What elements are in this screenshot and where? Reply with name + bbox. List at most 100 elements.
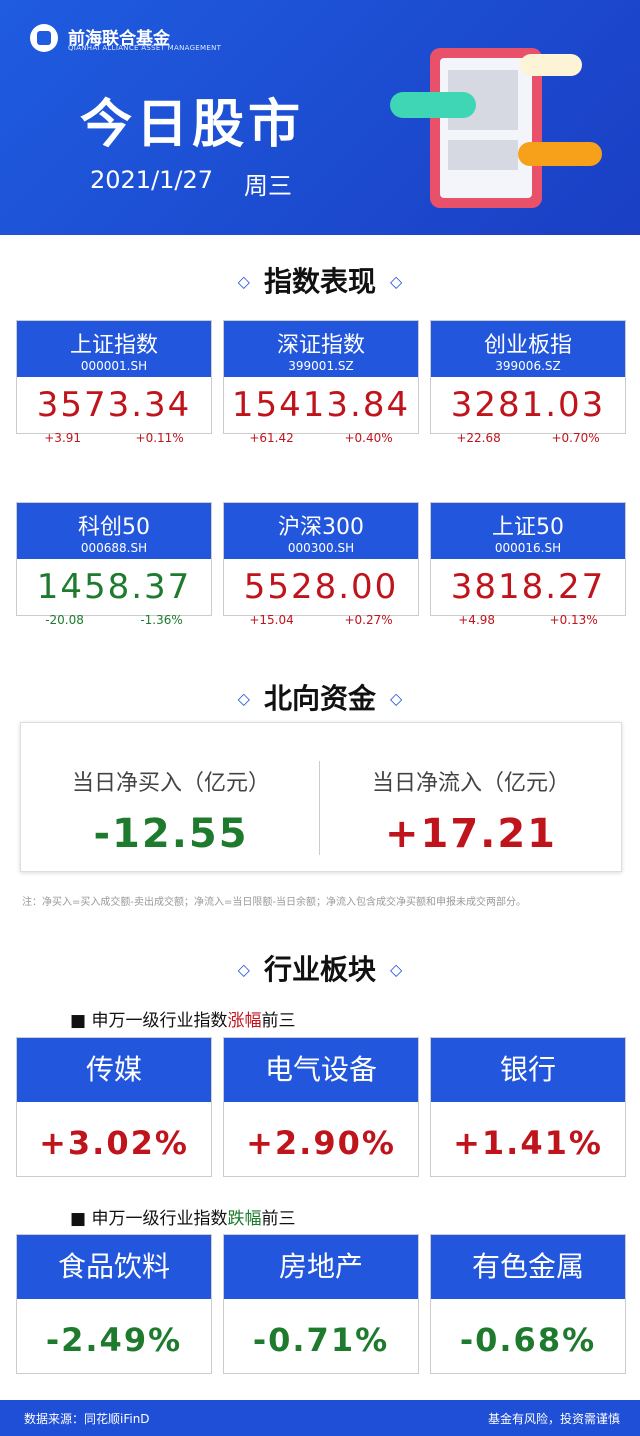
index-card: 深证指数 399001.SZ 15413.84 +61.42 +0.40% xyxy=(223,320,419,445)
index-code: 000300.SH xyxy=(287,541,355,555)
section-title: 指数表现 xyxy=(0,260,640,300)
index-code: 000016.SH xyxy=(494,541,562,555)
industry-card: 食品饮料 -2.49% xyxy=(16,1234,212,1374)
footer: 数据来源：同花顺iFinD 基金有风险，投资需谨慎 xyxy=(0,1400,640,1436)
industry-pct: +2.90% xyxy=(246,1124,396,1162)
note: 注：净买入=买入成交额-卖出成交额；净流入=当日限额-当日余额；净流入包含成交净… xyxy=(22,897,526,908)
index-name: 创业板指 xyxy=(483,333,572,358)
industry-card: 电气设备 +2.90% xyxy=(223,1037,419,1177)
caption-part: 前三 xyxy=(261,1209,296,1229)
index-value: 1458.37 xyxy=(36,567,192,607)
index-change: +22.68 xyxy=(456,431,501,445)
index-changes: +15.04 +0.27% xyxy=(224,613,418,627)
index-card: 上证指数 000001.SH 3573.34 +3.91 +0.11% xyxy=(16,320,212,445)
index-change: +15.04 xyxy=(249,613,294,627)
industry-card: 银行 +1.41% xyxy=(430,1037,626,1177)
brand-en: QIANHAI ALLIANCE ASSET MANAGEMENT xyxy=(68,44,222,52)
index-change: +4.98 xyxy=(458,613,496,627)
index-change: +61.42 xyxy=(249,431,294,445)
risk: 基金有风险，投资需谨慎 xyxy=(487,1412,620,1426)
industry-pct: +1.41% xyxy=(453,1124,603,1162)
index-changes: +4.98 +0.13% xyxy=(431,613,625,627)
northbound-box: 当日净买入（亿元） -12.55 当日净流入（亿元） +17.21 xyxy=(20,722,622,872)
index-name: 深证指数 xyxy=(276,333,365,358)
section-title: 行业板块 xyxy=(0,948,640,988)
index-pct: +0.70% xyxy=(551,431,600,445)
card-header: 传媒 xyxy=(17,1038,211,1102)
card-header: 电气设备 xyxy=(224,1038,418,1102)
index-pct: -1.36% xyxy=(140,613,183,627)
index-name: 沪深300 xyxy=(278,515,364,540)
card-header: 深证指数 399001.SZ xyxy=(224,321,418,377)
index-value: 5528.00 xyxy=(243,567,399,607)
title: 今日股市 xyxy=(80,95,305,155)
index-change: -20.08 xyxy=(45,613,84,627)
card-header: 有色金属 xyxy=(431,1235,625,1299)
card-header: 食品饮料 xyxy=(17,1235,211,1299)
industry-name: 电气设备 xyxy=(264,1053,377,1086)
index-name: 上证指数 xyxy=(69,333,158,358)
index-pct: +0.27% xyxy=(344,613,393,627)
index-value: 3573.34 xyxy=(36,385,192,425)
flow-value: -12.55 xyxy=(93,811,249,857)
card-header: 上证指数 000001.SH xyxy=(17,321,211,377)
index-card: 沪深300 000300.SH 5528.00 +15.04 +0.27% xyxy=(223,502,419,627)
index-pct: +0.11% xyxy=(135,431,184,445)
flow-label: 当日净买入（亿元） xyxy=(71,771,270,796)
date: 2021/1/27 xyxy=(90,166,214,194)
industry-card: 有色金属 -0.68% xyxy=(430,1234,626,1374)
index-value: 15413.84 xyxy=(231,385,411,425)
section-title: 北向资金 xyxy=(0,677,640,717)
industry-name: 房地产 xyxy=(278,1250,363,1283)
flow-value: +17.21 xyxy=(384,811,558,857)
brand: 前海联合基金 xyxy=(68,29,170,49)
industry-name: 传媒 xyxy=(85,1053,142,1086)
index-code: 000688.SH xyxy=(80,541,148,555)
caption-part: ■ 申万一级行业指数 xyxy=(70,1209,228,1229)
index-card: 上证50 000016.SH 3818.27 +4.98 +0.13% xyxy=(430,502,626,627)
card-header: 沪深300 000300.SH xyxy=(224,503,418,559)
card-header: 上证50 000016.SH xyxy=(431,503,625,559)
index-changes: -20.08 -1.36% xyxy=(17,613,211,627)
index-changes: +61.42 +0.40% xyxy=(224,431,418,445)
index-value: 3281.03 xyxy=(450,385,606,425)
index-card: 科创50 000688.SH 1458.37 -20.08 -1.36% xyxy=(16,502,212,627)
industry-name: 有色金属 xyxy=(471,1250,584,1283)
index-code: 000001.SH xyxy=(80,359,148,373)
divider xyxy=(319,761,320,855)
index-card: 创业板指 399006.SZ 3281.03 +22.68 +0.70% xyxy=(430,320,626,445)
caption-part: 跌幅 xyxy=(227,1209,262,1229)
caption-part: 前三 xyxy=(261,1011,296,1031)
index-code: 399006.SZ xyxy=(495,359,561,373)
caption: ■ 申万一级行业指数涨幅前三 xyxy=(70,1006,295,1031)
index-change: +3.91 xyxy=(44,431,82,445)
industry-pct: -0.71% xyxy=(252,1321,390,1359)
index-changes: +3.91 +0.11% xyxy=(17,431,211,445)
industry-card: 传媒 +3.02% xyxy=(16,1037,212,1177)
index-name: 上证50 xyxy=(492,515,564,540)
industry-name: 食品饮料 xyxy=(57,1250,170,1283)
industry-pct: -2.49% xyxy=(45,1321,183,1359)
industry-pct: -0.68% xyxy=(459,1321,597,1359)
industry-pct: +3.02% xyxy=(39,1124,189,1162)
weekday: 周三 xyxy=(244,172,292,200)
caption: ■ 申万一级行业指数跌幅前三 xyxy=(70,1204,295,1229)
source: 数据来源：同花顺iFinD xyxy=(24,1412,150,1426)
flow-label: 当日净流入（亿元） xyxy=(371,771,570,796)
card-header: 银行 xyxy=(431,1038,625,1102)
header-banner: 前海联合基金 QIANHAI ALLIANCE ASSET MANAGEMENT 今… xyxy=(0,0,640,235)
header-illustration xyxy=(30,24,602,208)
card-header: 房地产 xyxy=(224,1235,418,1299)
industry-name: 银行 xyxy=(499,1053,556,1086)
card-header: 创业板指 399006.SZ xyxy=(431,321,625,377)
caption-part: ■ 申万一级行业指数 xyxy=(70,1011,228,1031)
card-header: 科创50 000688.SH xyxy=(17,503,211,559)
caption-part: 涨幅 xyxy=(227,1011,262,1031)
index-code: 399001.SZ xyxy=(288,359,354,373)
index-pct: +0.13% xyxy=(549,613,598,627)
index-pct: +0.40% xyxy=(344,431,393,445)
industry-card: 房地产 -0.71% xyxy=(223,1234,419,1374)
index-name: 科创50 xyxy=(78,515,150,540)
index-value: 3818.27 xyxy=(450,567,606,607)
